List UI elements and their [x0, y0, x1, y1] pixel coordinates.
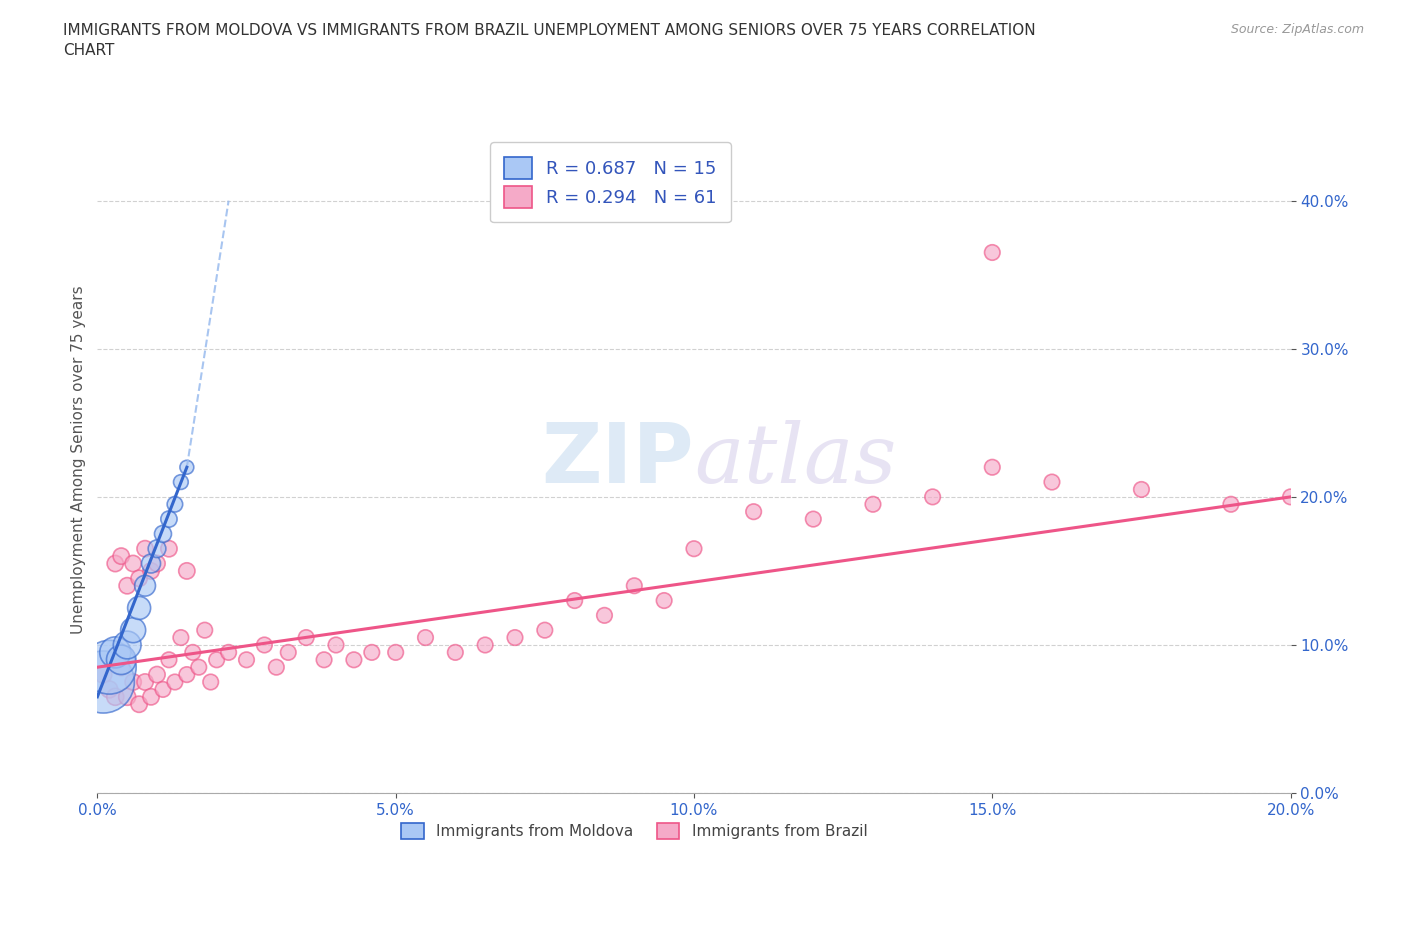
Point: [170, 474, 193, 489]
Point: [1130, 482, 1153, 497]
Point: [187, 659, 209, 674]
Point: [384, 644, 406, 659]
Point: [415, 631, 437, 645]
Point: [503, 631, 526, 645]
Point: [152, 682, 174, 697]
Point: [194, 623, 217, 638]
Point: [122, 623, 145, 638]
Point: [742, 504, 765, 519]
Point: [110, 659, 132, 674]
Point: [128, 697, 150, 711]
Point: [104, 689, 127, 704]
Text: ZIP: ZIP: [541, 419, 695, 500]
Point: [564, 593, 586, 608]
Point: [157, 541, 180, 556]
Point: [474, 638, 496, 653]
Point: [146, 556, 169, 571]
Point: [181, 644, 204, 659]
Point: [325, 638, 347, 653]
Point: [253, 638, 276, 653]
Point: [146, 541, 169, 556]
Point: [115, 689, 138, 704]
Point: [139, 689, 162, 704]
Point: [533, 623, 555, 638]
Point: [134, 541, 156, 556]
Point: [115, 638, 138, 653]
Point: [122, 674, 145, 689]
Point: [128, 571, 150, 586]
Point: [1040, 474, 1063, 489]
Text: atlas: atlas: [695, 419, 897, 499]
Point: [139, 564, 162, 578]
Point: [176, 667, 198, 682]
Point: [146, 667, 169, 682]
Point: [277, 644, 299, 659]
Point: [652, 593, 675, 608]
Point: [801, 512, 824, 526]
Point: [163, 497, 186, 512]
Point: [163, 674, 186, 689]
Point: [128, 601, 150, 616]
Point: [343, 652, 366, 667]
Text: Source: ZipAtlas.com: Source: ZipAtlas.com: [1230, 23, 1364, 36]
Point: [104, 556, 127, 571]
Point: [921, 489, 943, 504]
Point: [91, 667, 114, 682]
Point: [312, 652, 335, 667]
Point: [134, 674, 156, 689]
Point: [98, 682, 121, 697]
Point: [444, 644, 467, 659]
Point: [170, 631, 193, 645]
Point: [110, 652, 132, 667]
Point: [134, 578, 156, 593]
Point: [157, 652, 180, 667]
Point: [683, 541, 706, 556]
Point: [157, 512, 180, 526]
Point: [115, 578, 138, 593]
Point: [205, 652, 228, 667]
Point: [110, 549, 132, 564]
Point: [981, 459, 1004, 474]
Y-axis label: Unemployment Among Seniors over 75 years: Unemployment Among Seniors over 75 years: [72, 286, 86, 634]
Point: [1279, 489, 1302, 504]
Point: [122, 556, 145, 571]
Point: [139, 556, 162, 571]
Point: [981, 245, 1004, 259]
Point: [623, 578, 645, 593]
Point: [593, 608, 616, 623]
Text: IMMIGRANTS FROM MOLDOVA VS IMMIGRANTS FROM BRAZIL UNEMPLOYMENT AMONG SENIORS OVE: IMMIGRANTS FROM MOLDOVA VS IMMIGRANTS FR…: [63, 23, 1036, 58]
Point: [152, 526, 174, 541]
Point: [360, 644, 382, 659]
Legend: Immigrants from Moldova, Immigrants from Brazil: Immigrants from Moldova, Immigrants from…: [395, 817, 873, 845]
Point: [266, 659, 288, 674]
Point: [235, 652, 257, 667]
Point: [176, 459, 198, 474]
Point: [200, 674, 222, 689]
Point: [295, 631, 318, 645]
Point: [218, 644, 240, 659]
Point: [862, 497, 884, 512]
Point: [98, 659, 121, 674]
Point: [104, 644, 127, 659]
Point: [1219, 497, 1241, 512]
Point: [176, 564, 198, 578]
Point: [91, 674, 114, 689]
